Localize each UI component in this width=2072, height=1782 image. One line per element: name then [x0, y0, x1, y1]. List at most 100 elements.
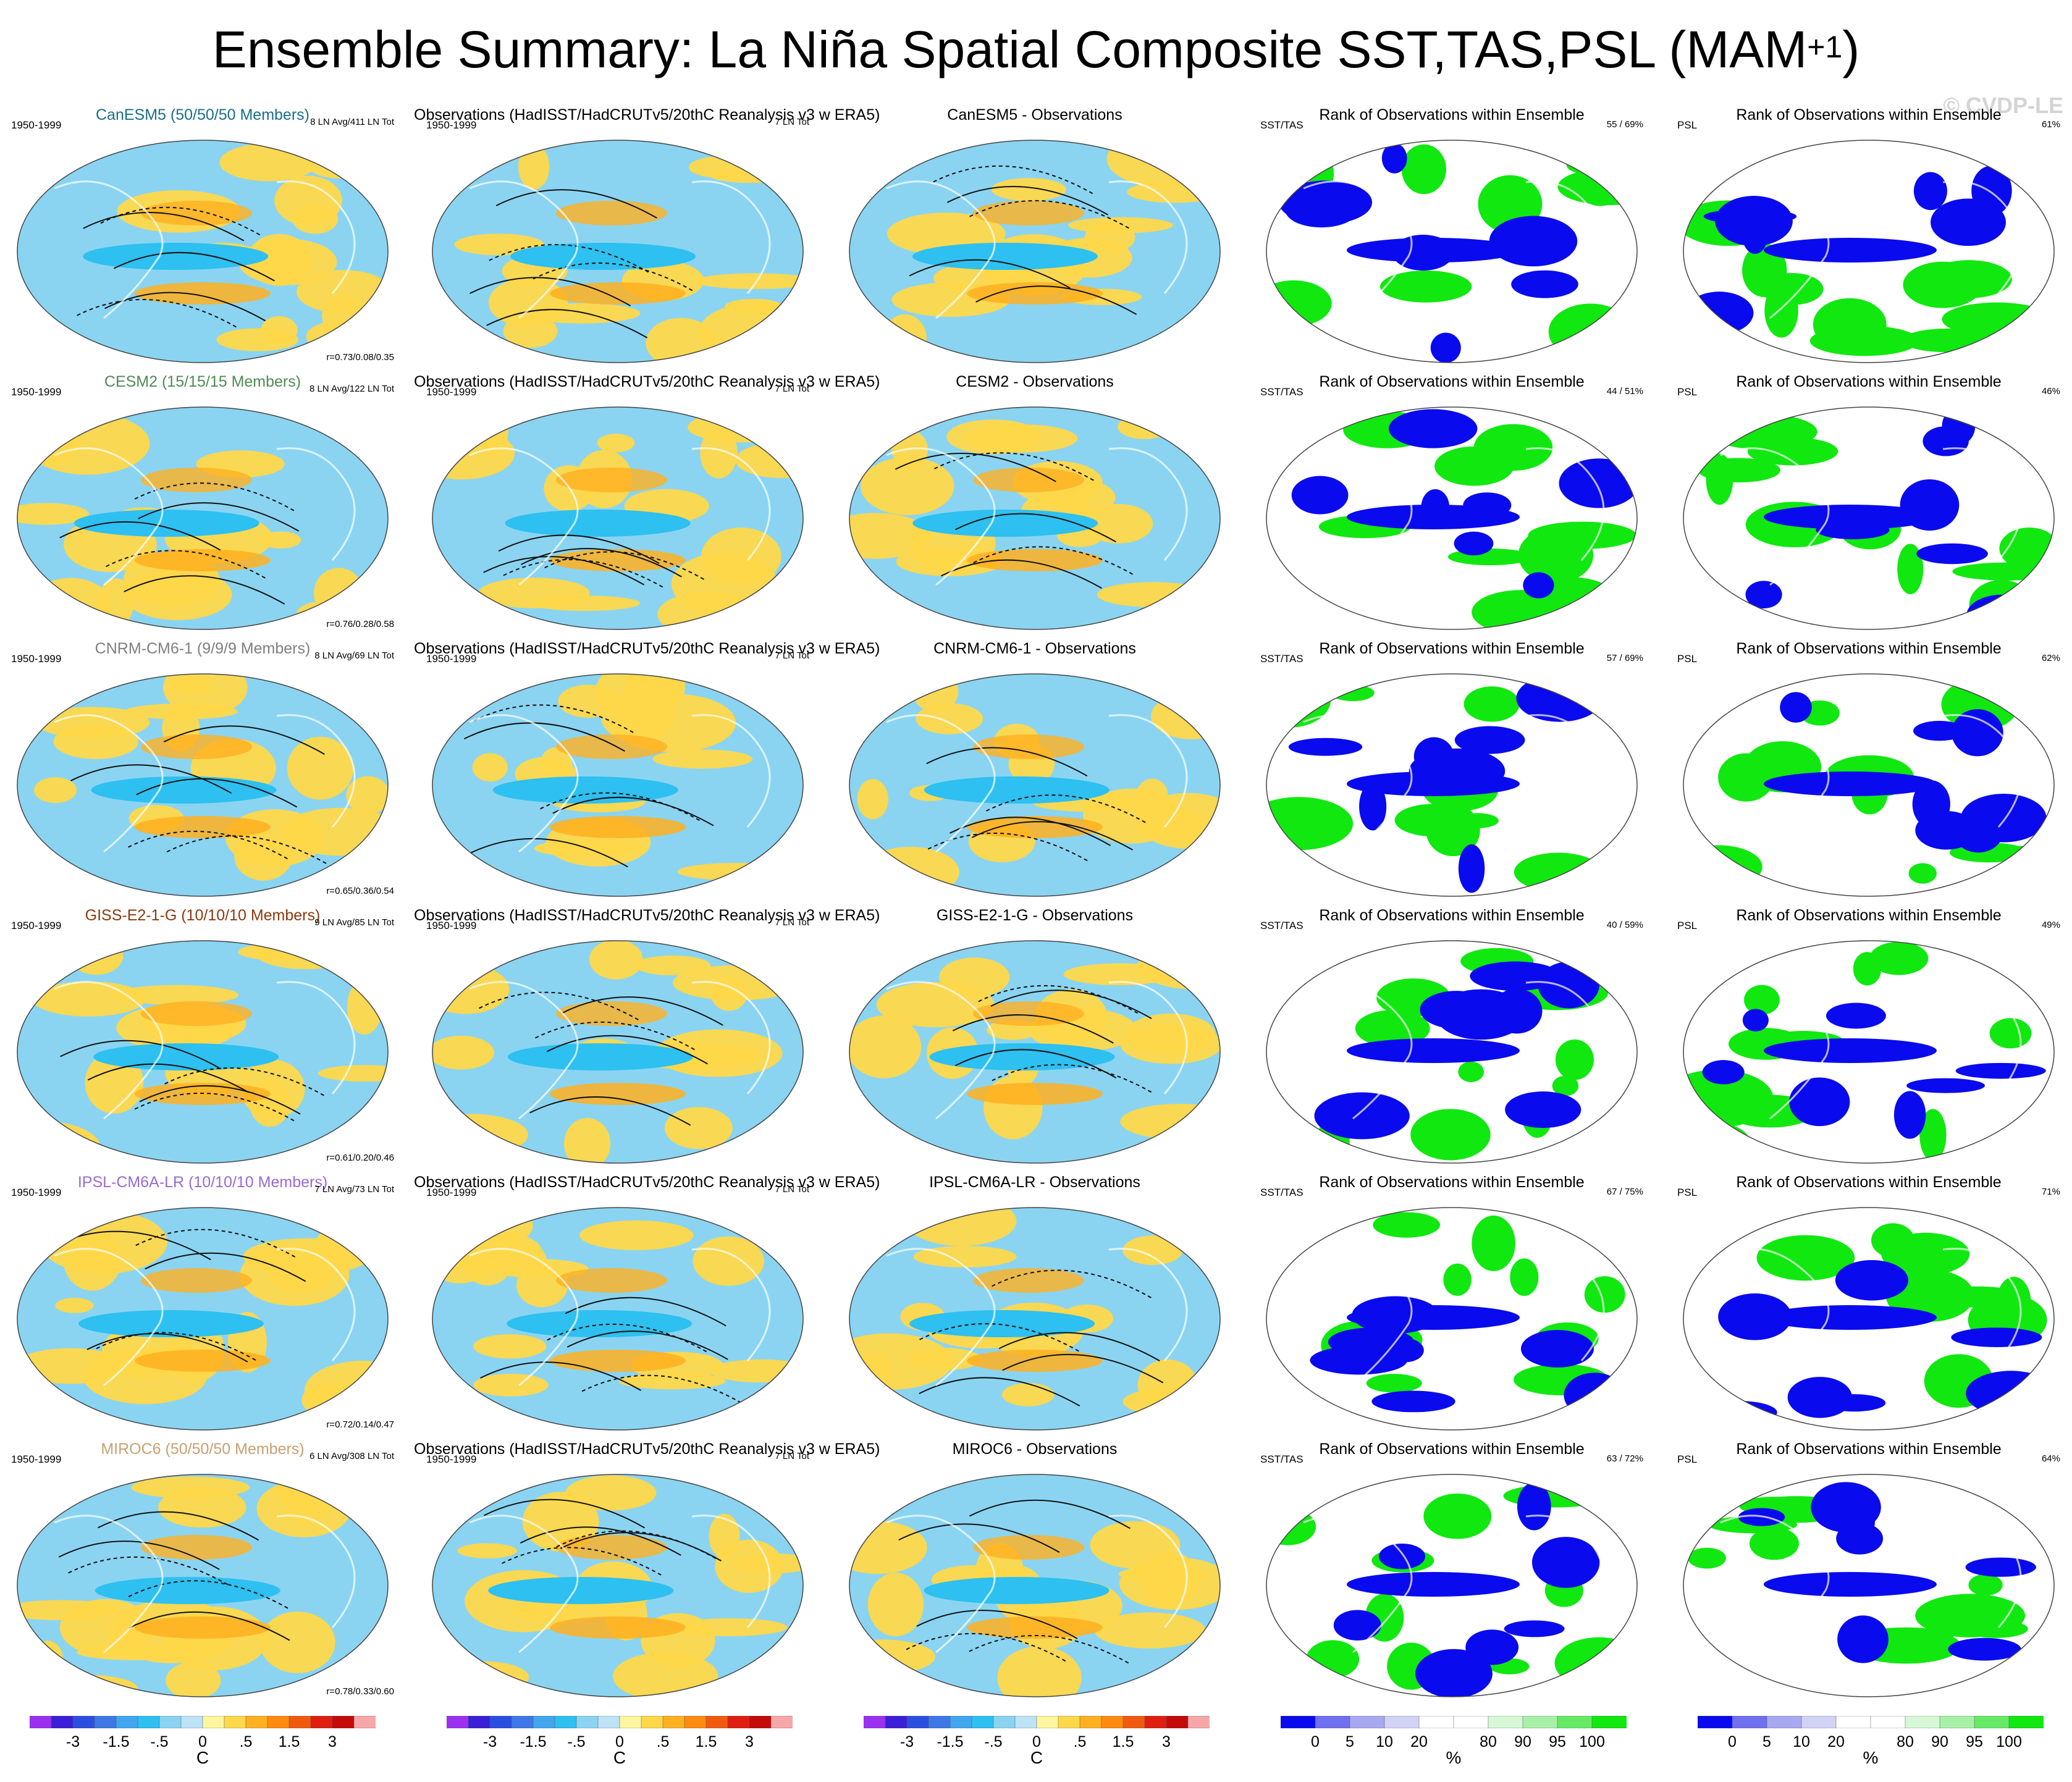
colorbar-swatch [51, 1716, 74, 1728]
obs-count: 7 LN Tot [775, 384, 809, 394]
ln-info: 8 LN Avg/69 LN Tot [314, 650, 394, 661]
ln-info: 8 LN Avg/411 LN Tot [310, 117, 394, 127]
colorbar-swatch [727, 1716, 750, 1728]
colorbar-swatch [30, 1716, 52, 1728]
period-label: 1950-1999 [11, 386, 62, 398]
map-plot [849, 673, 1221, 897]
colorbar-swatch [1974, 1716, 2010, 1728]
colorbar-swatch [662, 1716, 685, 1728]
rank-colorbar-1 [1281, 1716, 1627, 1728]
rank-title: Rank of Observations within Ensemble [1736, 1174, 2002, 1191]
colorbar-swatch [1870, 1716, 1906, 1728]
colorbar-swatch [310, 1716, 333, 1728]
colorbar-swatch [489, 1716, 512, 1728]
period-label: 1950-1999 [426, 1453, 477, 1465]
map-plot [1683, 1207, 2055, 1431]
colorbar-tick-label: 0 [615, 1733, 624, 1750]
model-title: CESM2 (15/15/15 Members) [104, 373, 301, 390]
colorbar-tick-label: -3 [482, 1733, 497, 1750]
colorbar-swatch [1557, 1716, 1593, 1728]
obs-count: 7 LN Tot [775, 917, 809, 928]
colorbar-swatch [137, 1716, 160, 1728]
colorbar-swatch [885, 1716, 908, 1728]
colorbar-unit: C [196, 1748, 209, 1767]
psl-label: PSL [1677, 920, 1698, 931]
colorbar-swatch [224, 1716, 246, 1728]
colorbar-tick-label: 1.5 [278, 1733, 300, 1750]
rank-title: Rank of Observations within Ensemble [1319, 1174, 1585, 1191]
colorbar-swatch [684, 1716, 707, 1728]
correlation-label: r=0.61/0.20/0.46 [326, 1153, 394, 1163]
colorbar-tick-label: 0 [1311, 1733, 1320, 1750]
period-label: 1950-1999 [426, 119, 477, 131]
colorbar-swatch [1835, 1716, 1871, 1728]
rank-title: Rank of Observations within Ensemble [1319, 907, 1585, 924]
colorbar-swatch [267, 1716, 290, 1728]
map-plot [1683, 1474, 2055, 1697]
obs-title: Observations (HadISST/HadCRUTv5/20thC Re… [414, 640, 880, 657]
temp-colorbar-1 [30, 1716, 376, 1728]
map-plot [849, 940, 1221, 1164]
obs-count: 7 LN Tot [775, 117, 809, 127]
colorbar-tick-label: 90 [1931, 1733, 1948, 1750]
colorbar-swatch [1522, 1716, 1558, 1728]
rank-title: Rank of Observations within Ensemble [1319, 373, 1585, 390]
temp-colorbar-3 [864, 1716, 1210, 1728]
colorbar-tick-label: 10 [1793, 1733, 1810, 1750]
colorbar-swatch [1101, 1716, 1124, 1728]
sst-tas-label: SST/TAS [1260, 1187, 1303, 1198]
obs-title: Observations (HadISST/HadCRUTv5/20thC Re… [414, 1440, 880, 1458]
colorbar-swatch [1315, 1716, 1350, 1728]
map-plot [1266, 940, 1638, 1164]
colorbar-swatch [116, 1716, 138, 1728]
colorbar-swatch [1418, 1716, 1454, 1728]
ln-info: 9 LN Avg/85 LN Tot [314, 917, 394, 928]
period-label: 1950-1999 [426, 920, 477, 931]
correlation-label: r=0.73/0.08/0.35 [326, 352, 394, 363]
colorbar-tick-label: 10 [1376, 1733, 1393, 1750]
map-plot [1266, 406, 1638, 630]
colorbar-swatch [1187, 1716, 1210, 1728]
colorbar-tick-label: 3 [1162, 1733, 1171, 1750]
model-title: CNRM-CM6-1 (9/9/9 Members) [95, 640, 311, 657]
colorbar-swatch [1036, 1716, 1059, 1728]
colorbar-swatch [202, 1716, 225, 1728]
colorbar-tick-label: 0 [198, 1733, 207, 1750]
colorbar-tick-label: 95 [1549, 1733, 1566, 1750]
rank-value: 67 / 75% [1606, 1187, 1643, 1197]
colorbar-swatch [180, 1716, 203, 1728]
colorbar-swatch [1281, 1716, 1316, 1728]
colorbar-unit: % [1446, 1748, 1462, 1767]
obs-title: Observations (HadISST/HadCRUTv5/20thC Re… [414, 106, 880, 124]
model-title: GISS-E2-1-G (10/10/10 Members) [85, 907, 321, 924]
colorbar-tick-label: .5 [1073, 1733, 1087, 1750]
rank-title: Rank of Observations within Ensemble [1736, 106, 2002, 124]
colorbar-tick-label: .5 [656, 1733, 670, 1750]
model-title: MIROC6 (50/50/50 Members) [101, 1440, 305, 1458]
temp-colorbar-2 [447, 1716, 793, 1728]
colorbar-swatch [1766, 1716, 1802, 1728]
period-label: 1950-1999 [426, 653, 477, 665]
rank-value: 49% [2041, 920, 2060, 930]
map-plot [849, 140, 1221, 363]
obs-count: 7 LN Tot [775, 650, 809, 661]
colorbar-swatch [533, 1716, 555, 1728]
obs-title: Observations (HadISST/HadCRUTv5/20thC Re… [414, 907, 880, 924]
title-superscript: +1 [1807, 30, 1843, 64]
colorbar-tick-label: 3 [745, 1733, 754, 1750]
model-title: CanESM5 (50/50/50 Members) [96, 106, 310, 124]
rank-value: 46% [2041, 386, 2060, 397]
colorbar-tick-label: 80 [1480, 1733, 1497, 1750]
diff-title: CanESM5 - Observations [947, 106, 1122, 124]
rank-title: Rank of Observations within Ensemble [1736, 373, 2002, 390]
colorbar-swatch [993, 1716, 1016, 1728]
rank-title: Rank of Observations within Ensemble [1736, 907, 2002, 924]
colorbar-tick-label: -1.5 [103, 1733, 130, 1750]
map-plot [849, 1474, 1221, 1697]
map-plot [1266, 1207, 1638, 1431]
colorbar-unit: C [613, 1748, 626, 1767]
period-label: 1950-1999 [426, 1187, 477, 1198]
colorbar-tick-label: .5 [239, 1733, 253, 1750]
colorbar-swatch [1166, 1716, 1189, 1728]
map-plot [17, 406, 389, 630]
